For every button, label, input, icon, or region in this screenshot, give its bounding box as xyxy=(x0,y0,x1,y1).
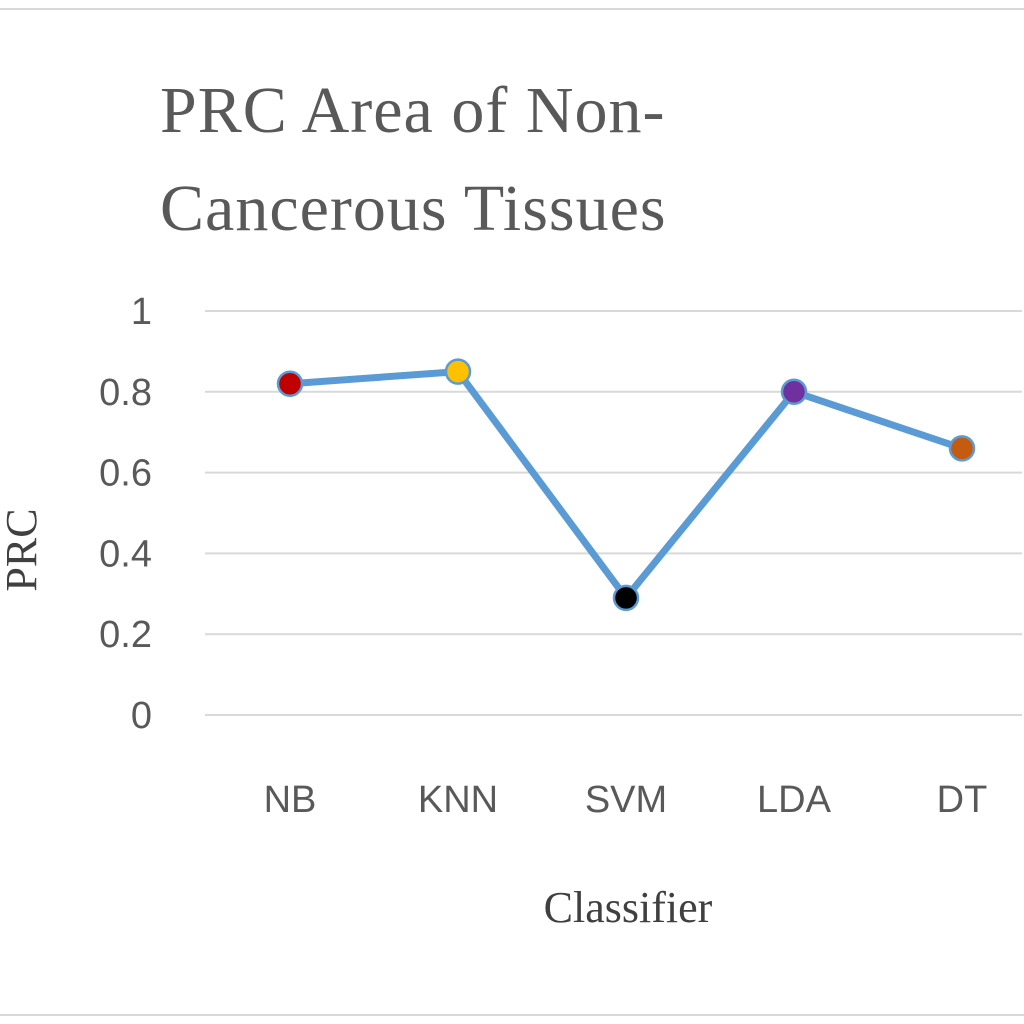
grid-layer xyxy=(205,310,1022,716)
x-axis-title: Classifier xyxy=(544,883,713,932)
x-tick-label: KNN xyxy=(418,779,498,821)
chart-frame xyxy=(0,8,1024,1016)
data-point-marker xyxy=(276,370,304,397)
y-tick-label: 1 xyxy=(131,291,152,333)
y-tick-label: 0.8 xyxy=(99,372,152,414)
series-line xyxy=(286,368,966,602)
series-line-layer xyxy=(286,368,966,602)
x-tick-label: DT xyxy=(937,779,988,821)
data-point-marker xyxy=(780,378,808,406)
marker-layer xyxy=(276,358,976,612)
data-point-marker xyxy=(612,584,640,612)
y-tick-label: 0 xyxy=(131,695,152,737)
y-tick-label: 0.6 xyxy=(99,453,152,495)
x-tick-label: LDA xyxy=(757,779,832,821)
chart-title: PRC Area of Non-Cancerous Tissues xyxy=(160,74,667,245)
y-tick-label: 0.4 xyxy=(99,533,152,575)
data-point-marker xyxy=(948,435,976,462)
y-axis-title: PRC xyxy=(0,508,46,591)
x-tick-label: SVM xyxy=(585,779,667,821)
x-tick-labels: NB KNN SVM LDA DT xyxy=(264,779,988,821)
data-point-marker xyxy=(444,358,472,385)
y-tick-labels: 0 0.2 0.4 0.6 0.8 1 xyxy=(99,291,152,737)
x-tick-label: NB xyxy=(264,779,317,821)
y-tick-label: 0.2 xyxy=(99,614,152,656)
